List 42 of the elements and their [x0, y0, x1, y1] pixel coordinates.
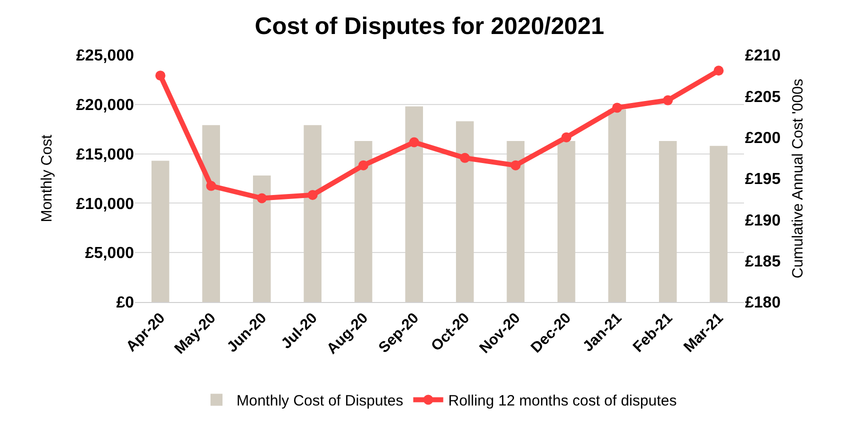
- y-tick-label: £0: [116, 294, 134, 312]
- bar: [252, 176, 271, 302]
- point: [358, 160, 368, 170]
- y-tick-label: £10,000: [76, 196, 134, 213]
- y2-tick-label: £180: [745, 294, 781, 312]
- point: [206, 180, 216, 191]
- point: [510, 160, 521, 170]
- y2-tick-label: £205: [745, 88, 781, 106]
- legend-label: Rolling 12 months cost of disputes: [448, 392, 677, 410]
- y2-axis-title: Cumulative Annual Cost '000s: [790, 78, 807, 278]
- point: [662, 95, 673, 106]
- chart-title: Cost of Disputes for 2020/2021: [254, 12, 604, 40]
- bar: [608, 109, 626, 302]
- point: [308, 190, 318, 200]
- bar: [658, 140, 677, 302]
- bar: [151, 160, 170, 302]
- point: [714, 66, 724, 76]
- y-tick-label: £15,000: [76, 146, 134, 164]
- y2-tick-label: £195: [745, 171, 781, 188]
- y2-tick-label: £185: [745, 253, 781, 270]
- y2-tick-label: £200: [745, 130, 781, 147]
- y-tick-label: £25,000: [76, 48, 134, 65]
- y-tick-label: £20,000: [76, 97, 134, 114]
- bar: [710, 146, 728, 302]
- point: [256, 193, 267, 204]
- legend-label: Monthly Cost of Disputes: [236, 392, 404, 410]
- bar: [354, 140, 372, 302]
- point: [612, 102, 622, 113]
- bar: [506, 140, 525, 302]
- point: [561, 132, 572, 142]
- bar: [304, 125, 322, 302]
- y2-tick-label: £210: [745, 48, 781, 65]
- bar: [405, 106, 424, 302]
- bar: [456, 121, 474, 302]
- y2-tick-label: £190: [745, 212, 781, 230]
- point: [460, 152, 470, 163]
- y-axis-title: Monthly Cost: [38, 134, 56, 222]
- y-tick-label: £5,000: [85, 245, 134, 262]
- point: [155, 70, 166, 81]
- point: [409, 137, 420, 148]
- bar: [202, 125, 220, 302]
- bar: [557, 140, 576, 302]
